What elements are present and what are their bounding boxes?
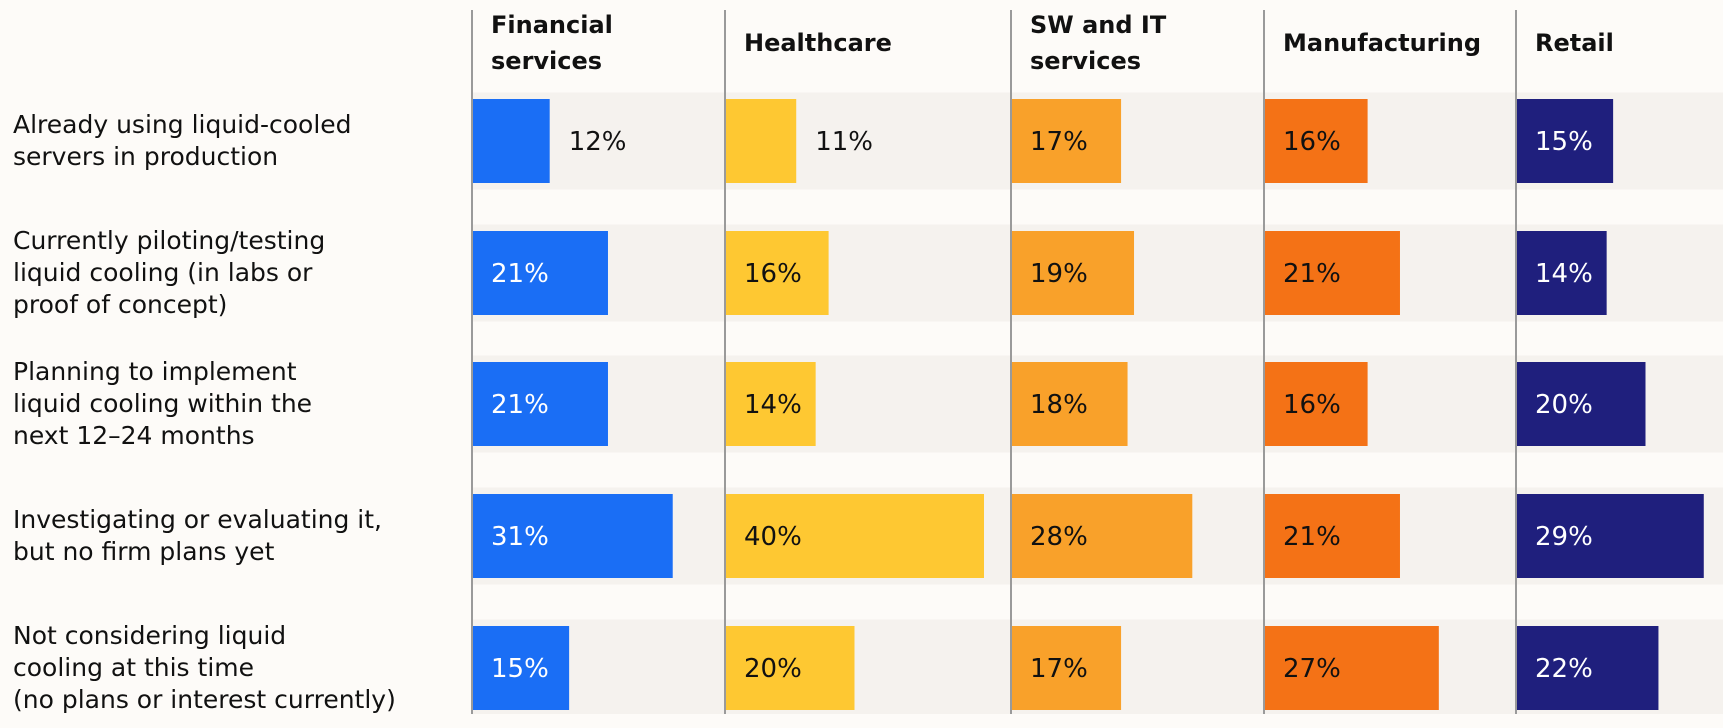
bar: [472, 231, 608, 315]
value-label: 14%: [1535, 259, 1593, 289]
bar: [1011, 99, 1122, 183]
row-label: Planning to implement liquid cooling wit…: [13, 357, 313, 450]
value-label: 17%: [1030, 127, 1088, 157]
bar: [725, 362, 816, 446]
value-label: 15%: [491, 654, 549, 684]
value-label: 18%: [1030, 390, 1088, 420]
value-label: 20%: [1535, 390, 1593, 420]
value-label: 16%: [744, 259, 802, 289]
bar: [472, 494, 673, 578]
column-header: Healthcare: [744, 29, 892, 57]
value-label: 16%: [1283, 127, 1341, 157]
bar: [1011, 494, 1193, 578]
value-label: 20%: [744, 654, 802, 684]
bar: [1516, 99, 1614, 183]
value-label: 11%: [815, 127, 873, 157]
bar: [725, 626, 855, 710]
value-label: 21%: [1283, 522, 1341, 552]
bar: [1264, 626, 1439, 710]
bar: [472, 99, 550, 183]
bar: [1264, 231, 1400, 315]
column-header: SW and IT services: [1030, 11, 1167, 75]
bar: [725, 231, 829, 315]
value-label: 21%: [1283, 259, 1341, 289]
row-label: Currently piloting/testing liquid coolin…: [13, 226, 326, 319]
bar: [1516, 626, 1659, 710]
value-label: 28%: [1030, 522, 1088, 552]
column-header: Retail: [1535, 29, 1614, 57]
value-label: 12%: [569, 127, 627, 157]
row-label: Investigating or evaluating it, but no f…: [13, 505, 382, 566]
value-label: 17%: [1030, 654, 1088, 684]
bar: [1264, 494, 1400, 578]
value-label: 29%: [1535, 522, 1593, 552]
bar: [725, 99, 797, 183]
bar: [1011, 231, 1135, 315]
row-label: Not considering liquid cooling at this t…: [13, 621, 396, 714]
value-label: 27%: [1283, 654, 1341, 684]
bar: [1011, 362, 1128, 446]
value-label: 15%: [1535, 127, 1593, 157]
value-label: 21%: [491, 259, 549, 289]
bar: [1516, 494, 1704, 578]
value-label: 19%: [1030, 259, 1088, 289]
bar: [1011, 626, 1122, 710]
value-label: 22%: [1535, 654, 1593, 684]
value-label: 40%: [744, 522, 802, 552]
bar: [1264, 362, 1368, 446]
column-header: Manufacturing: [1283, 29, 1481, 57]
bar: [472, 626, 570, 710]
value-label: 21%: [491, 390, 549, 420]
value-label: 16%: [1283, 390, 1341, 420]
bar: [1516, 231, 1607, 315]
bar: [725, 494, 984, 578]
value-label: 31%: [491, 522, 549, 552]
bar: [472, 362, 608, 446]
bar: [1264, 99, 1368, 183]
column-header: Financial services: [491, 11, 613, 75]
value-label: 14%: [744, 390, 802, 420]
bar: [1516, 362, 1646, 446]
row-label: Already using liquid-cooled servers in p…: [13, 110, 352, 171]
